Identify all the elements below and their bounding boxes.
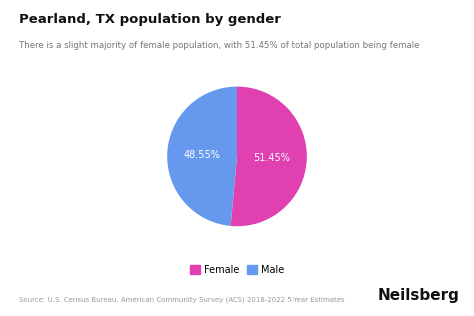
Legend: Female, Male: Female, Male — [186, 261, 288, 279]
Wedge shape — [167, 87, 237, 226]
Text: There is a slight majority of female population, with 51.45% of total population: There is a slight majority of female pop… — [19, 41, 419, 50]
Text: 48.55%: 48.55% — [184, 150, 220, 160]
Wedge shape — [231, 87, 307, 226]
Text: Source: U.S. Census Bureau, American Community Survey (ACS) 2018-2022 5-Year Est: Source: U.S. Census Bureau, American Com… — [19, 297, 345, 303]
Text: Pearland, TX population by gender: Pearland, TX population by gender — [19, 13, 281, 26]
Text: 51.45%: 51.45% — [254, 153, 290, 163]
Text: Neilsberg: Neilsberg — [378, 289, 460, 303]
